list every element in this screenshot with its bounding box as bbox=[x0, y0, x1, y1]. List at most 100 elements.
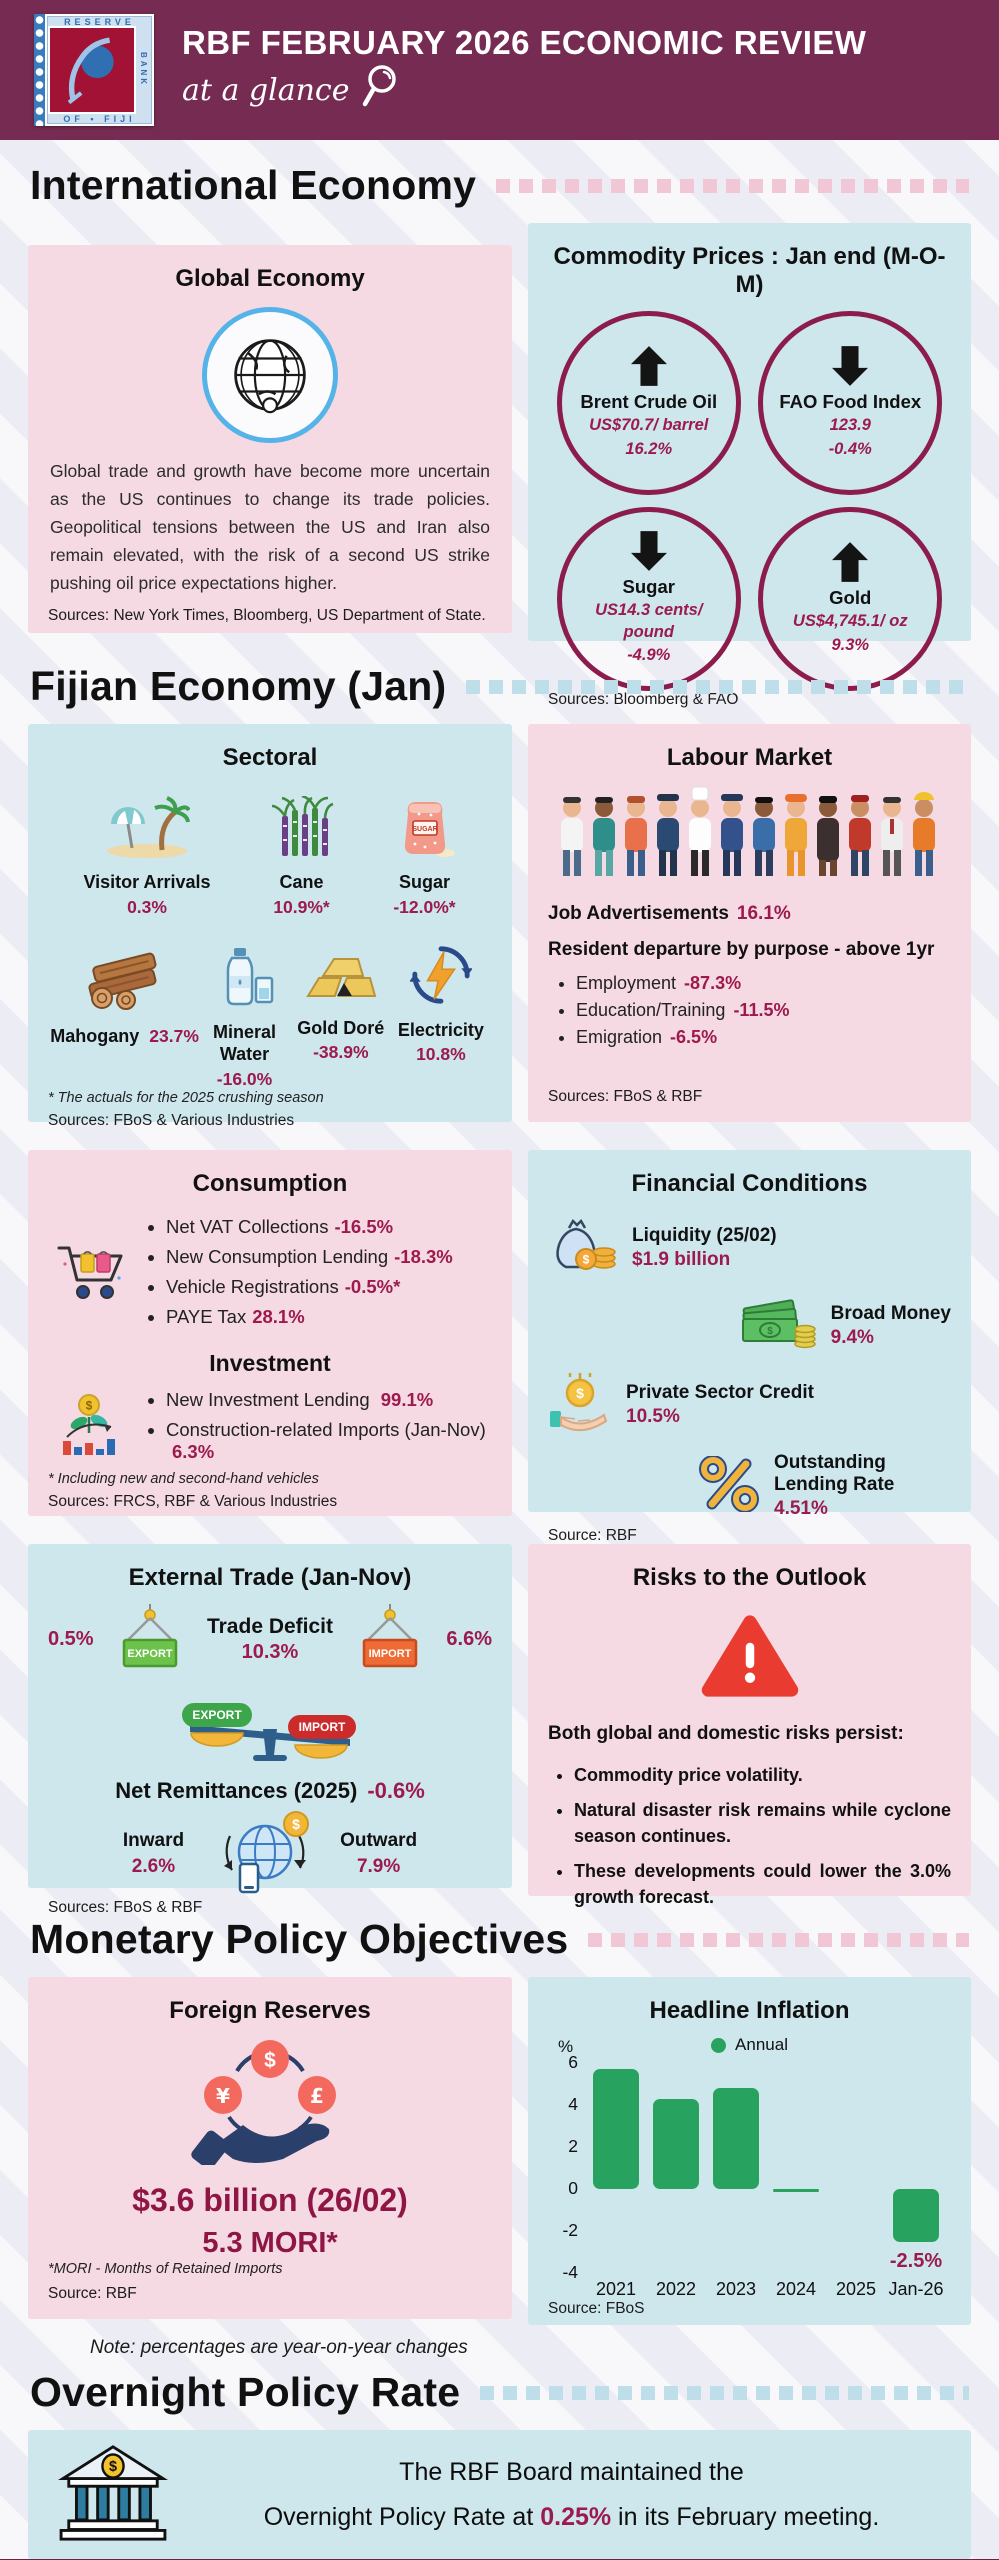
percent-icon bbox=[698, 1454, 760, 1517]
sector-gold-dore: Gold Doré -38.9% bbox=[290, 944, 392, 1064]
broad-money-row: $ Broad Money 9.4% bbox=[548, 1294, 951, 1357]
sugarcane-icon bbox=[270, 794, 334, 863]
footnote: * The actuals for the 2025 crushing seas… bbox=[48, 1089, 324, 1106]
consumption-card: Consumption Net VAT Collections-16.5% Ne… bbox=[28, 1150, 512, 1516]
shopping-cart-icon bbox=[48, 1240, 134, 1304]
up-arrow-icon bbox=[832, 542, 869, 582]
list-item: Education/Training-11.5% bbox=[576, 1000, 951, 1021]
lending-rate-row: Outstanding Lending Rate 4.51% bbox=[698, 1452, 951, 1520]
list-item: Net VAT Collections-16.5% bbox=[166, 1216, 492, 1238]
list-item: Emigration-6.5% bbox=[576, 1027, 951, 1048]
money-bag-icon: $ bbox=[548, 1215, 618, 1280]
source-line: Source: FBoS bbox=[548, 2300, 645, 2317]
svg-text:$: $ bbox=[86, 1399, 93, 1413]
net-remittances-line: Net Remittances (2025) -0.6% bbox=[115, 1778, 425, 1803]
headline-inflation-card: Headline Inflation Annual % 6 4 2 0 -2 -4 -2.5… bbox=[528, 1977, 971, 2325]
export-crate-icon: EXPORT bbox=[110, 1604, 190, 1675]
export-value: 0.5% bbox=[48, 1628, 94, 1650]
card-title: Consumption bbox=[192, 1170, 348, 1197]
svg-text:IMPORT: IMPORT bbox=[299, 1720, 346, 1734]
svg-text:IMPORT: IMPORT bbox=[368, 1648, 411, 1660]
section-monetary-policy: Monetary Policy Objectives bbox=[30, 1916, 969, 1963]
list-item: Construction-related Imports (Jan-Nov) 6… bbox=[166, 1419, 492, 1463]
sources-line: Sources: FBoS & RBF bbox=[548, 1088, 703, 1105]
section-international-economy: International Economy bbox=[30, 162, 969, 209]
card-title: Financial Conditions bbox=[631, 1170, 868, 1197]
reserves-amount: $3.6 billion (26/02) bbox=[132, 2182, 408, 2218]
svg-text:SUGAR: SUGAR bbox=[412, 826, 437, 833]
list-item: Natural disaster risk remains while cycl… bbox=[574, 1797, 951, 1849]
banknotes-icon: $ bbox=[737, 1294, 817, 1357]
svg-text:£: £ bbox=[310, 2084, 324, 2108]
card-title: Commodity Prices : Jan end (M-O-M) bbox=[553, 243, 946, 298]
logo-text-right: BANK bbox=[136, 26, 151, 114]
stamp-perforation-icon bbox=[34, 14, 45, 126]
list-item: Commodity price volatility. bbox=[574, 1762, 951, 1788]
trade-balance-scale-icon: EXPORT IMPORT bbox=[155, 1671, 385, 1768]
investment-list: New Investment Lending 99.1% Constructio… bbox=[142, 1381, 492, 1471]
global-economy-text: Global trade and growth have become more… bbox=[50, 461, 490, 593]
import-crate-icon: IMPORT bbox=[350, 1604, 430, 1675]
departures-list: Employment-87.3% Education/Training-11.5… bbox=[548, 967, 951, 1054]
list-item: New Consumption Lending-18.3% bbox=[166, 1246, 492, 1268]
dash-decoration bbox=[466, 679, 969, 694]
source-line: Source: RBF bbox=[548, 1527, 637, 1544]
external-trade-card: External Trade (Jan-Nov) 0.5% EXPORT Tra… bbox=[28, 1544, 512, 1916]
card-title: Headline Inflation bbox=[649, 1997, 850, 2024]
sector-mineral-water: Mineral Water -16.0% bbox=[199, 944, 290, 1090]
sector-cane: Cane 10.9%* bbox=[270, 794, 334, 918]
card-title: Sectoral bbox=[222, 744, 318, 771]
chart-legend: Annual bbox=[548, 2035, 951, 2055]
section-title: International Economy bbox=[30, 162, 477, 208]
section-title: Overnight Policy Rate bbox=[30, 2369, 461, 2415]
x-axis-labels: 2021 2022 2023 2024 2025 Jan-26 bbox=[595, 2279, 944, 2299]
dash-decoration bbox=[480, 2385, 969, 2400]
bank-building-icon: $ bbox=[54, 2442, 172, 2547]
consumption-list: Net VAT Collections-16.5% New Consumptio… bbox=[142, 1208, 492, 1336]
opr-statement: The RBF Board maintained the Overnight P… bbox=[263, 2457, 880, 2531]
sector-visitor-arrivals: Visitor Arrivals 0.3% bbox=[83, 796, 211, 918]
section-fijian-economy: Fijian Economy (Jan) bbox=[30, 663, 969, 710]
investment-title: Investment bbox=[209, 1350, 331, 1376]
legend-dot-icon bbox=[711, 2037, 727, 2053]
departures-title: Resident departure by purpose - above 1y… bbox=[548, 939, 935, 960]
card-title: Foreign Reserves bbox=[169, 1997, 371, 2024]
opr-rate: 0.25% bbox=[540, 2502, 612, 2531]
logo-text-top: RESERVE bbox=[48, 17, 151, 26]
sources-line: Sources: Bloomberg & FAO bbox=[548, 691, 739, 708]
hand-coin-icon: $ bbox=[548, 1371, 612, 1438]
sources-line: Sources: FBoS & RBF bbox=[48, 1899, 203, 1916]
import-value: 6.6% bbox=[446, 1628, 492, 1650]
investment-growth-icon: $ bbox=[48, 1393, 134, 1459]
sources-line: Sources: FBoS & Various Industries bbox=[48, 1111, 295, 1129]
svg-text:$: $ bbox=[109, 2459, 117, 2475]
beach-icon bbox=[104, 796, 191, 863]
footnote: * Including new and second-hand vehicles bbox=[48, 1471, 319, 1487]
svg-text:EXPORT: EXPORT bbox=[128, 1648, 174, 1660]
svg-text:¥: ¥ bbox=[216, 2084, 230, 2108]
commodity-prices-card: Commodity Prices : Jan end (M-O-M) Brent… bbox=[528, 223, 971, 708]
source-line: Source: RBF bbox=[48, 2285, 137, 2302]
up-arrow-icon bbox=[630, 346, 667, 386]
commodity-brent: Brent Crude Oil US$70.7/ barrel 16.2% bbox=[556, 311, 741, 495]
inflation-plot: -2.5% bbox=[586, 2063, 946, 2273]
header: RESERVE BANK OF • FIJI RBF FEBRUARY 2026… bbox=[0, 0, 999, 140]
yoy-note: Note: percentages are year-on-year chang… bbox=[90, 2337, 468, 2358]
sugar-bag-icon: SUGAR bbox=[393, 796, 457, 863]
outward-block: Outward 7.9% bbox=[340, 1829, 418, 1877]
svg-text:$: $ bbox=[576, 1385, 584, 1401]
inward-block: Inward 2.6% bbox=[122, 1829, 185, 1877]
section-opr: Overnight Policy Rate bbox=[30, 2369, 969, 2416]
list-item: Employment-87.3% bbox=[576, 973, 951, 994]
globe-icon bbox=[202, 307, 338, 443]
sources-line: Sources: New York Times, Bloomberg, US D… bbox=[48, 607, 486, 624]
gold-bars-icon bbox=[304, 944, 378, 1009]
commodity-fao: FAO Food Index 123.9 -0.4% bbox=[758, 311, 943, 495]
list-item: New Investment Lending 99.1% bbox=[166, 1389, 492, 1411]
down-arrow-icon bbox=[832, 346, 869, 386]
logo-text-bottom: OF • FIJI bbox=[48, 114, 151, 123]
card-title: Risks to the Outlook bbox=[632, 1564, 867, 1591]
list-item: These developments could lower the 3.0% … bbox=[574, 1858, 951, 1910]
sector-mahogany: Mahogany 23.7% bbox=[50, 944, 199, 1048]
